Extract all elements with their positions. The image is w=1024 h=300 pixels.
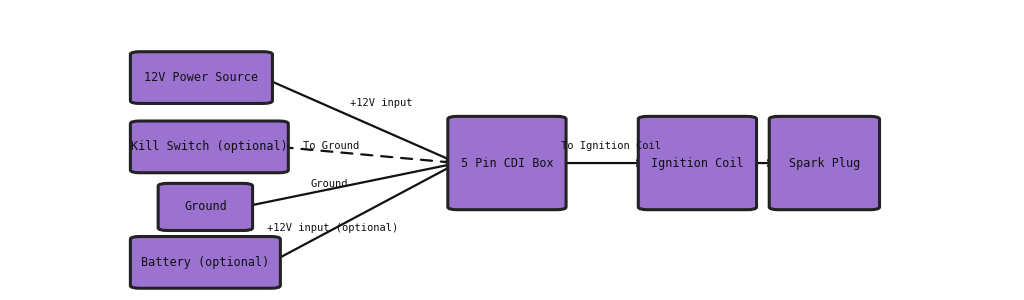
- Text: +12V input: +12V input: [350, 98, 413, 109]
- Text: Spark Plug: Spark Plug: [788, 157, 860, 169]
- Text: 5 Pin CDI Box: 5 Pin CDI Box: [461, 157, 553, 169]
- Text: To Ignition Coil: To Ignition Coil: [560, 141, 660, 151]
- FancyBboxPatch shape: [130, 52, 272, 104]
- FancyBboxPatch shape: [447, 116, 566, 210]
- FancyBboxPatch shape: [130, 121, 289, 173]
- Text: Kill Switch (optional): Kill Switch (optional): [131, 140, 288, 153]
- Text: Ignition Coil: Ignition Coil: [651, 157, 743, 169]
- FancyBboxPatch shape: [769, 116, 880, 210]
- Text: Ground: Ground: [184, 200, 226, 213]
- Text: Battery (optional): Battery (optional): [141, 256, 269, 269]
- Text: +12V input (optional): +12V input (optional): [267, 223, 398, 233]
- Text: To Ground: To Ground: [303, 141, 358, 151]
- Text: Ground: Ground: [310, 179, 348, 189]
- FancyBboxPatch shape: [638, 116, 757, 210]
- FancyBboxPatch shape: [130, 236, 281, 288]
- Text: 12V Power Source: 12V Power Source: [144, 71, 258, 84]
- FancyBboxPatch shape: [158, 183, 253, 230]
